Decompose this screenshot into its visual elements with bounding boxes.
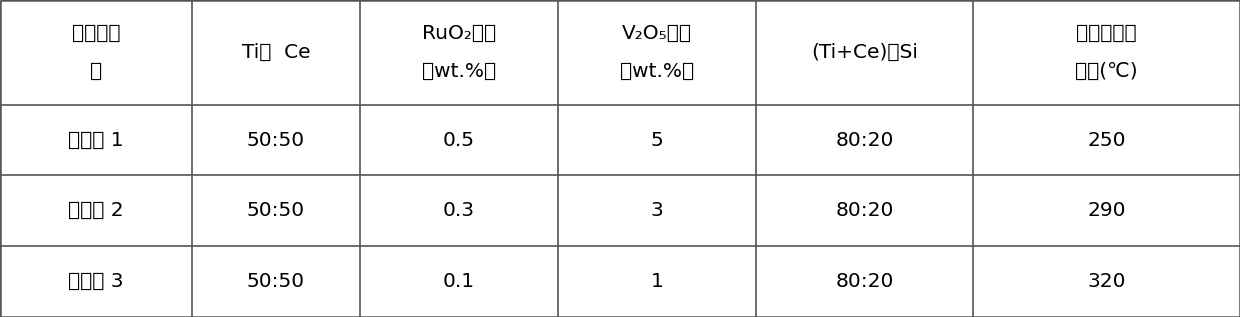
Text: 50:50: 50:50 (247, 201, 305, 220)
Text: 0.1: 0.1 (443, 272, 475, 291)
Text: 完全转化温: 完全转化温 (1076, 24, 1137, 43)
Text: 实施例 3: 实施例 3 (68, 272, 124, 291)
Text: 实施例 1: 实施例 1 (68, 131, 124, 150)
Text: Ti：  Ce: Ti： Ce (242, 43, 310, 62)
Text: 50:50: 50:50 (247, 272, 305, 291)
Text: 250: 250 (1087, 131, 1126, 150)
Text: 80:20: 80:20 (836, 272, 894, 291)
Text: V₂O₅含量: V₂O₅含量 (622, 24, 692, 43)
Text: 50:50: 50:50 (247, 131, 305, 150)
Text: 290: 290 (1087, 201, 1126, 220)
Text: (Ti+Ce)：Si: (Ti+Ce)：Si (811, 43, 919, 62)
Text: （wt.%）: （wt.%） (620, 62, 694, 81)
Text: 3: 3 (651, 201, 663, 220)
Text: 实施例 2: 实施例 2 (68, 201, 124, 220)
Text: （wt.%）: （wt.%） (422, 62, 496, 81)
Text: 80:20: 80:20 (836, 201, 894, 220)
Text: 5: 5 (651, 131, 663, 150)
Text: 320: 320 (1087, 272, 1126, 291)
Text: 品: 品 (91, 62, 102, 81)
Text: 80:20: 80:20 (836, 131, 894, 150)
Text: 1: 1 (651, 272, 663, 291)
Text: 度点(℃): 度点(℃) (1075, 62, 1138, 81)
Text: 0.5: 0.5 (443, 131, 475, 150)
Text: 催化剂样: 催化剂样 (72, 24, 120, 43)
Text: RuO₂含量: RuO₂含量 (422, 24, 496, 43)
Text: 0.3: 0.3 (443, 201, 475, 220)
